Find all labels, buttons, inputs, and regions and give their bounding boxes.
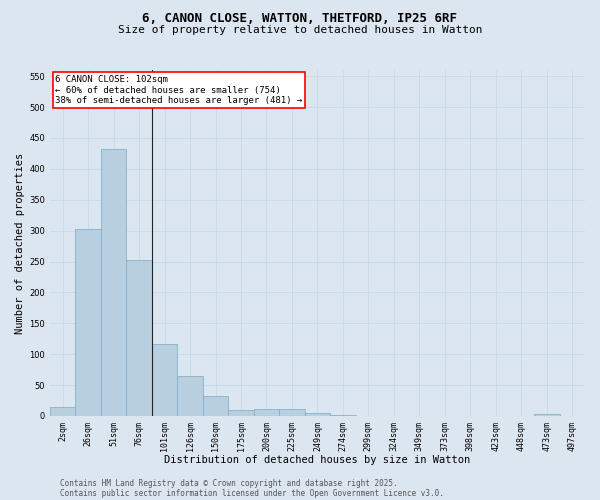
Text: Size of property relative to detached houses in Watton: Size of property relative to detached ho… [118, 25, 482, 35]
Bar [152, 344, 178, 416]
Bar [228, 410, 254, 416]
Text: 6, CANON CLOSE, WATTON, THETFORD, IP25 6RF: 6, CANON CLOSE, WATTON, THETFORD, IP25 6… [143, 12, 458, 26]
Text: 6 CANON CLOSE: 102sqm
← 60% of detached houses are smaller (754)
38% of semi-det: 6 CANON CLOSE: 102sqm ← 60% of detached … [55, 75, 302, 105]
Bar [330, 414, 356, 416]
Y-axis label: Number of detached properties: Number of detached properties [15, 152, 25, 334]
Bar [305, 413, 330, 416]
Bar [178, 376, 203, 416]
Text: Contains public sector information licensed under the Open Government Licence v3: Contains public sector information licen… [60, 488, 444, 498]
Bar [534, 414, 560, 416]
X-axis label: Distribution of detached houses by size in Watton: Distribution of detached houses by size … [164, 455, 470, 465]
Bar [50, 408, 76, 416]
Bar [76, 230, 101, 416]
Text: Contains HM Land Registry data © Crown copyright and database right 2025.: Contains HM Land Registry data © Crown c… [60, 478, 398, 488]
Bar [101, 149, 127, 416]
Bar [203, 396, 228, 416]
Bar [254, 409, 279, 416]
Bar [279, 408, 305, 416]
Bar [127, 260, 152, 416]
